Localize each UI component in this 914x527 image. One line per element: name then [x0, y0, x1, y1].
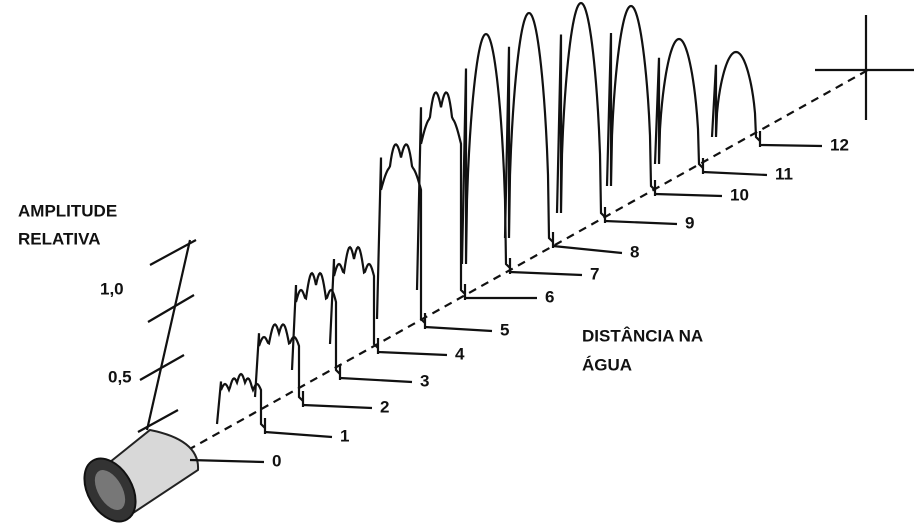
distance-marker: 1 — [340, 426, 349, 445]
distance-marker: 8 — [630, 242, 639, 261]
marker-leader — [340, 378, 412, 382]
distance-marker: 10 — [730, 185, 749, 204]
marker-leader — [190, 460, 264, 462]
axis-tick-label: 0,5 — [108, 367, 132, 386]
echo-profile — [557, 3, 605, 217]
axis-tick — [148, 295, 194, 322]
echo-profile — [505, 13, 553, 242]
amplitude-axis — [147, 240, 190, 430]
distance-label: ÁGUA — [582, 355, 632, 374]
marker-leader — [760, 145, 822, 146]
marker-leader — [378, 352, 447, 355]
distance-marker: 2 — [380, 397, 389, 416]
transducer — [74, 430, 198, 527]
diagram: AMPLITUDE RELATIVA 1,0 0,5 DISTÂNCIA NA … — [0, 0, 914, 527]
distance-marker: 0 — [272, 451, 281, 470]
echo-profile — [462, 34, 510, 268]
distance-label: DISTÂNCIA NA — [582, 326, 703, 345]
marker-leader — [605, 221, 677, 224]
distance-marker: 6 — [545, 287, 554, 306]
beam-axis — [188, 70, 868, 450]
distance-marker: 7 — [590, 264, 599, 283]
marker-leader — [265, 432, 332, 437]
distance-marker: 5 — [500, 320, 509, 339]
echo-profile — [330, 247, 378, 348]
marker-leader — [655, 194, 722, 196]
axis-title: RELATIVA — [18, 229, 100, 248]
echo-profile — [712, 52, 760, 141]
echo-profile — [417, 92, 465, 294]
axis-tick-label: 1,0 — [100, 279, 124, 298]
distance-marker: 3 — [420, 371, 429, 390]
axis-tick — [150, 240, 196, 265]
distance-marker: 11 — [775, 164, 793, 183]
echo-profile — [255, 324, 303, 401]
distance-marker: 12 — [830, 135, 849, 154]
marker-leader — [425, 327, 492, 331]
marker-leader — [510, 272, 582, 275]
marker-leader — [553, 246, 622, 253]
axis-tick — [138, 410, 178, 432]
distance-marker: 4 — [455, 344, 465, 363]
marker-leader — [303, 405, 372, 408]
distance-marker: 9 — [685, 213, 694, 232]
echo-profile — [607, 6, 655, 190]
marker-leader — [703, 172, 767, 175]
axis-title: AMPLITUDE — [18, 201, 117, 220]
echo-profile — [655, 39, 703, 168]
